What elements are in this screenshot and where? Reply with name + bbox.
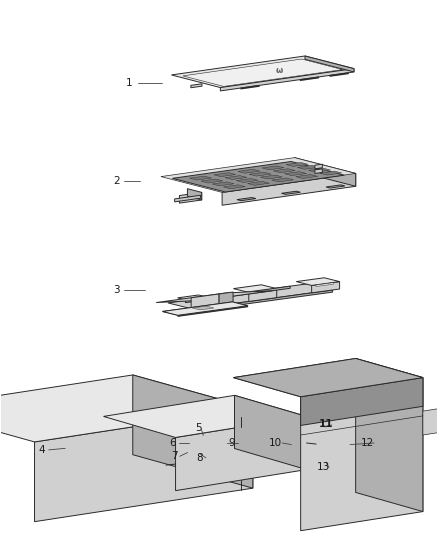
- Polygon shape: [173, 161, 344, 192]
- Polygon shape: [312, 281, 339, 293]
- Text: 5: 5: [195, 423, 201, 433]
- Polygon shape: [247, 181, 269, 185]
- Text: 7: 7: [171, 451, 177, 461]
- Polygon shape: [249, 288, 277, 302]
- Polygon shape: [233, 359, 423, 397]
- Polygon shape: [316, 282, 333, 287]
- Polygon shape: [176, 416, 307, 491]
- Polygon shape: [178, 306, 248, 317]
- Polygon shape: [326, 185, 345, 188]
- Polygon shape: [171, 56, 354, 87]
- Polygon shape: [297, 165, 319, 169]
- Polygon shape: [219, 292, 233, 306]
- Text: 11: 11: [319, 419, 333, 429]
- Polygon shape: [260, 175, 283, 179]
- Polygon shape: [222, 173, 356, 205]
- Text: 1: 1: [126, 78, 133, 88]
- Polygon shape: [300, 377, 423, 425]
- Polygon shape: [273, 169, 295, 173]
- Polygon shape: [423, 408, 438, 435]
- Polygon shape: [309, 168, 331, 172]
- Text: 10: 10: [269, 438, 283, 448]
- Polygon shape: [168, 284, 332, 309]
- Polygon shape: [356, 359, 423, 512]
- Polygon shape: [201, 179, 223, 183]
- Polygon shape: [161, 158, 356, 192]
- Polygon shape: [241, 85, 259, 89]
- Polygon shape: [162, 302, 248, 316]
- Polygon shape: [284, 172, 307, 175]
- Polygon shape: [177, 295, 214, 302]
- Polygon shape: [282, 191, 300, 195]
- Text: 12: 12: [361, 438, 374, 448]
- Polygon shape: [191, 84, 202, 88]
- Polygon shape: [162, 302, 248, 316]
- Polygon shape: [272, 178, 293, 182]
- Text: 2: 2: [113, 176, 120, 187]
- Polygon shape: [315, 164, 322, 169]
- Polygon shape: [156, 290, 273, 303]
- Polygon shape: [234, 395, 307, 470]
- Polygon shape: [233, 285, 277, 293]
- Polygon shape: [300, 77, 319, 80]
- Polygon shape: [0, 375, 253, 442]
- Polygon shape: [214, 173, 236, 176]
- Polygon shape: [330, 72, 348, 76]
- Text: 9: 9: [228, 438, 234, 448]
- Polygon shape: [262, 166, 284, 170]
- Polygon shape: [233, 359, 423, 397]
- Polygon shape: [237, 198, 256, 201]
- Text: 6: 6: [169, 438, 176, 448]
- Polygon shape: [197, 300, 208, 303]
- Polygon shape: [133, 375, 253, 488]
- Polygon shape: [223, 185, 245, 189]
- Polygon shape: [187, 189, 202, 200]
- Polygon shape: [220, 69, 354, 91]
- Polygon shape: [296, 174, 318, 179]
- Polygon shape: [191, 294, 219, 311]
- Polygon shape: [225, 175, 247, 180]
- Polygon shape: [35, 408, 253, 522]
- Polygon shape: [193, 290, 332, 311]
- Polygon shape: [238, 169, 260, 173]
- Polygon shape: [190, 176, 212, 180]
- Polygon shape: [175, 195, 201, 202]
- Polygon shape: [192, 306, 214, 310]
- Polygon shape: [320, 171, 342, 175]
- Polygon shape: [294, 158, 356, 187]
- Polygon shape: [193, 299, 214, 309]
- Text: ω: ω: [276, 66, 283, 75]
- Polygon shape: [286, 163, 308, 166]
- Polygon shape: [180, 192, 202, 203]
- Polygon shape: [212, 182, 234, 186]
- Polygon shape: [315, 169, 322, 173]
- Polygon shape: [249, 172, 271, 176]
- Text: 8: 8: [197, 453, 203, 463]
- Polygon shape: [305, 56, 354, 72]
- Polygon shape: [103, 395, 307, 438]
- Text: 4: 4: [39, 445, 46, 455]
- Text: 3: 3: [113, 286, 120, 295]
- Polygon shape: [300, 377, 423, 531]
- Text: 13: 13: [317, 463, 330, 472]
- Polygon shape: [185, 286, 290, 303]
- Polygon shape: [236, 179, 258, 182]
- Polygon shape: [183, 59, 343, 86]
- Polygon shape: [296, 278, 339, 286]
